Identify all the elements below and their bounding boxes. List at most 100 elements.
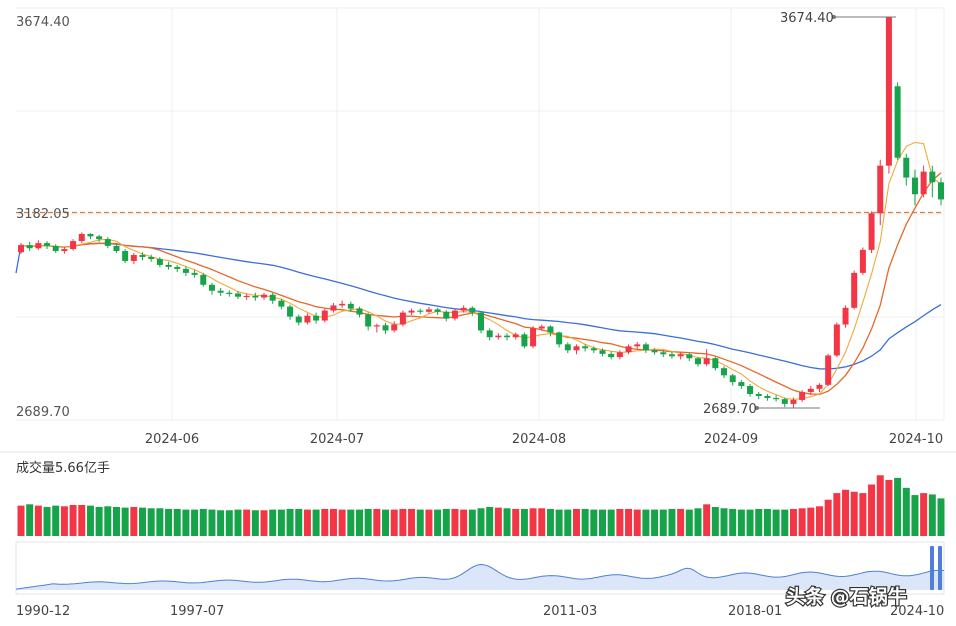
ma-long-line: [15, 242, 942, 370]
candle-body: [434, 309, 441, 312]
candle-body: [694, 358, 701, 365]
volume-bar: [876, 475, 884, 536]
candle: [139, 252, 146, 261]
candle: [156, 256, 163, 268]
candle: [26, 241, 33, 252]
candle: [504, 333, 511, 341]
candle-body: [78, 233, 85, 242]
low-annotation: 2689.70: [703, 402, 820, 417]
candle: [599, 348, 606, 357]
volume-bar: [191, 509, 199, 536]
volume-bar: [581, 508, 589, 536]
candle-body: [321, 310, 328, 321]
candle-body: [512, 334, 519, 338]
candle-body: [261, 294, 268, 298]
x-tick-label: 2024-09: [704, 432, 758, 447]
candle: [287, 304, 294, 320]
candle-body: [96, 236, 103, 240]
candle-body: [408, 310, 415, 313]
volume-bar: [86, 505, 94, 536]
candle-body: [504, 335, 511, 338]
volume-bar: [217, 510, 225, 536]
candle-body: [538, 326, 545, 329]
volume-bar: [868, 484, 876, 536]
candle-body: [191, 272, 198, 275]
volume-bar: [329, 508, 337, 536]
candle: [191, 269, 198, 278]
navigator-area: [16, 564, 944, 590]
volume-bar: [538, 508, 546, 536]
volume-bar: [520, 508, 528, 536]
volume-bar: [173, 508, 181, 536]
volume-bar: [269, 509, 277, 536]
candle-body: [208, 284, 215, 291]
volume-bar: [833, 493, 841, 536]
volume-bar: [112, 506, 120, 536]
candle-body: [486, 330, 493, 338]
volume-bar: [295, 508, 303, 536]
volume-bar: [130, 506, 138, 536]
volume-label: 成交量5.66亿手: [16, 460, 110, 476]
volume-bar: [425, 509, 433, 536]
volume-bar: [642, 509, 650, 536]
candle: [408, 308, 415, 315]
candle: [781, 397, 788, 408]
volume-bar: [885, 479, 893, 536]
candle: [938, 177, 944, 206]
volume-bar: [920, 493, 928, 536]
navigator-left-handle[interactable]: [930, 546, 934, 590]
grid-lines: [16, 7, 945, 421]
candle-body: [373, 325, 380, 327]
candle: [130, 253, 137, 265]
candle: [486, 328, 493, 341]
candle-body: [816, 384, 823, 389]
volume-bar: [416, 509, 424, 536]
candle-body: [313, 315, 320, 321]
volume-bar: [677, 508, 685, 536]
volume-bar: [659, 509, 667, 536]
candle: [625, 344, 632, 355]
volume-bar: [668, 508, 676, 536]
candle: [816, 383, 823, 392]
navigator[interactable]: [15, 541, 945, 595]
candle: [113, 244, 120, 254]
candle: [764, 393, 771, 401]
volume-bar: [590, 509, 598, 536]
candle: [851, 270, 858, 310]
volume-bar: [121, 507, 129, 536]
y-max-label: 3674.40: [16, 15, 70, 30]
candle: [478, 311, 484, 334]
volume-bar: [729, 508, 737, 536]
candle-body: [929, 171, 936, 183]
candle: [495, 333, 502, 340]
candle-body: [382, 325, 389, 331]
volume-bar: [850, 491, 858, 536]
volume-bar: [763, 508, 771, 536]
volume-bar: [555, 509, 563, 536]
candle-body: [174, 266, 181, 269]
candle: [582, 344, 589, 352]
candle-body: [287, 306, 294, 317]
candle-body: [87, 233, 94, 237]
y-min-label: 2689.70: [16, 405, 70, 420]
candle: [608, 351, 615, 360]
candle-body: [295, 316, 302, 323]
candle: [920, 165, 927, 198]
volume-bar: [26, 504, 34, 536]
volume-bar: [277, 509, 285, 536]
candle: [530, 326, 537, 349]
navigator-right-handle[interactable]: [938, 546, 942, 590]
candle: [911, 169, 918, 206]
candle-body: [564, 344, 571, 351]
candle: [35, 240, 42, 250]
volume-bar: [616, 508, 624, 536]
candle-body: [868, 213, 875, 250]
candle: [208, 282, 215, 295]
candle-body: [243, 295, 250, 298]
candle: [417, 308, 424, 315]
volume-bar: [460, 509, 468, 536]
candle: [703, 349, 710, 367]
candle-body: [330, 305, 337, 311]
candle-body: [478, 312, 484, 331]
candle: [885, 17, 892, 174]
